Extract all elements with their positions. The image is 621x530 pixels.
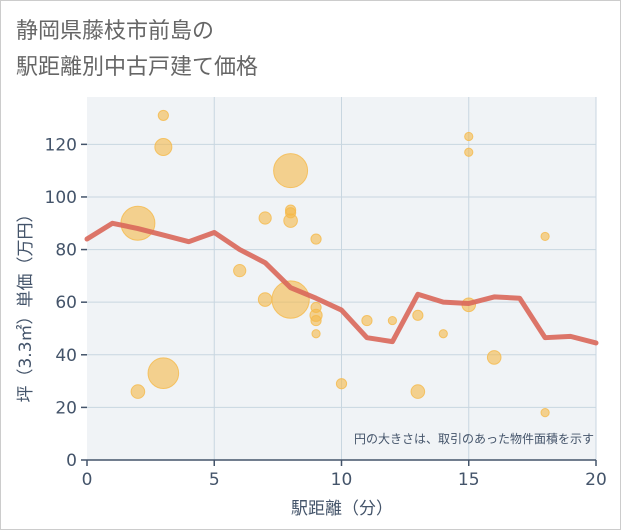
- scatter-point: [464, 131, 474, 142]
- scatter-point: [310, 314, 322, 327]
- x-tick-label: 20: [585, 470, 607, 490]
- scatter-point: [310, 233, 322, 245]
- x-tick-label: 10: [331, 470, 353, 490]
- x-tick-label: 15: [458, 470, 480, 490]
- chart-title: 静岡県藤枝市前島の 駅距離別中古戸建て価格: [16, 14, 258, 86]
- x-axis-label: 駅距離（分）: [291, 499, 393, 519]
- average-price-line: [84, 220, 599, 346]
- y-tick-label: 100: [45, 188, 77, 208]
- scatter-point: [154, 137, 173, 156]
- title-line-1: 静岡県藤枝市前島の: [16, 19, 215, 44]
- scatter-point: [464, 147, 474, 157]
- scatter-point: [335, 378, 348, 390]
- scatter-point: [273, 153, 309, 189]
- x-tick-label: 0: [82, 470, 93, 490]
- scatter-point: [540, 231, 550, 242]
- scatter-point: [120, 205, 156, 241]
- y-tick-label: 80: [55, 241, 77, 261]
- scatter-point: [283, 213, 298, 228]
- scatter-point: [258, 211, 272, 225]
- scatter-point: [147, 357, 180, 389]
- scatter-point: [438, 329, 448, 339]
- scatter-point: [387, 315, 397, 326]
- y-tick-label: 120: [45, 135, 77, 155]
- y-tick-label: 40: [55, 346, 77, 366]
- scatter-point: [486, 350, 502, 365]
- size-note: 円の大きさは、取引のあった物件面積を示す: [354, 431, 594, 446]
- scatter-point: [311, 329, 321, 339]
- x-tick-label: 5: [209, 470, 220, 490]
- scatter-point: [233, 264, 247, 278]
- y-tick-label: 20: [55, 398, 77, 418]
- scatter-point: [410, 384, 426, 399]
- scatter-point: [412, 309, 424, 321]
- grid-lines: [87, 97, 597, 460]
- axes: 0 20 40 60 80 100 120 0 5 10 15 20: [45, 135, 607, 490]
- scatter-point: [361, 314, 373, 327]
- scatter-point: [130, 384, 146, 399]
- scatter-point: [540, 408, 550, 418]
- y-axis-label: 坪（3.3㎡）単価（万円）: [16, 205, 36, 402]
- scatter-point: [257, 292, 273, 307]
- title-line-2: 駅距離別中古戸建て価格: [16, 55, 259, 80]
- y-tick-label: 60: [55, 293, 77, 313]
- scatter-point: [157, 109, 169, 122]
- y-tick-label: 0: [66, 451, 77, 471]
